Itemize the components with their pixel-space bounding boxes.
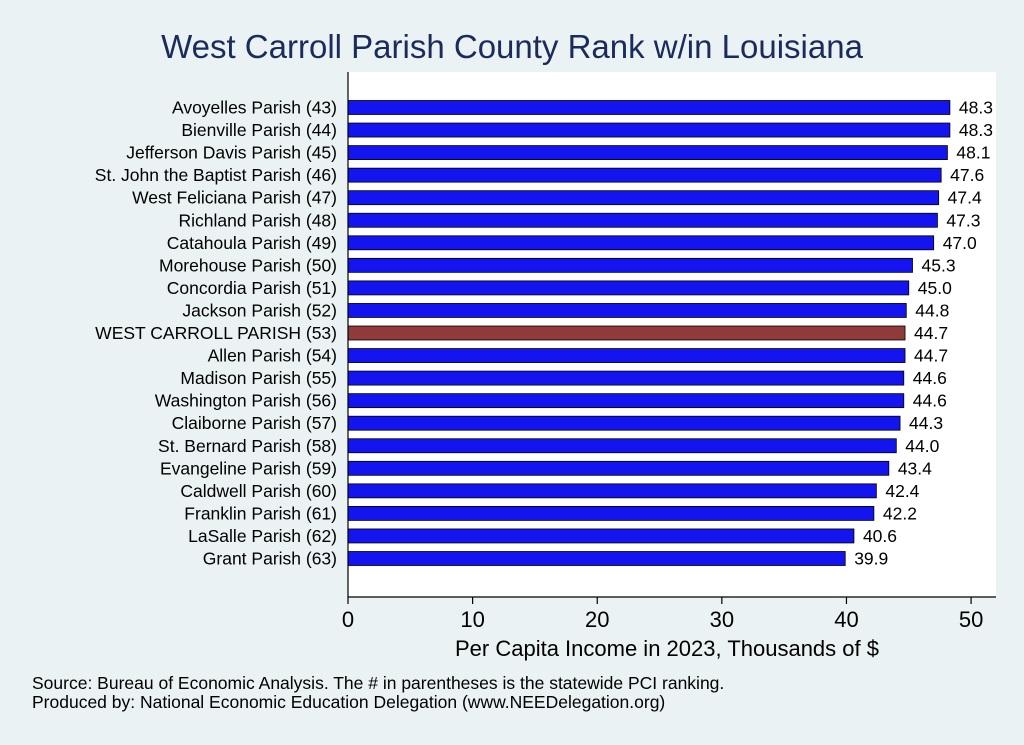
value-label: 42.2 [883, 503, 917, 523]
category-label: St. John the Baptist Parish (46) [95, 165, 337, 185]
value-label: 44.6 [913, 391, 947, 411]
bar [347, 190, 940, 206]
category-label: Allen Parish (54) [208, 346, 337, 366]
source-note: Source: Bureau of Economic Analysis. The… [32, 673, 725, 693]
category-label: St. Bernard Parish (58) [158, 436, 337, 456]
category-label: Jefferson Davis Parish (45) [126, 143, 337, 163]
value-label: 44.8 [915, 300, 949, 320]
bar [347, 303, 907, 318]
value-label: 44.7 [914, 346, 948, 366]
x-tick-label: 0 [342, 607, 354, 632]
x-tick-label: 20 [585, 607, 609, 632]
x-tick-label: 30 [710, 607, 734, 632]
bar [347, 438, 897, 454]
chart-title: West Carroll Parish County Rank w/in Lou… [161, 28, 863, 65]
bar [347, 235, 935, 251]
bar [347, 348, 906, 363]
value-label: 47.4 [948, 188, 982, 208]
bar [347, 528, 855, 544]
x-tick-label: 10 [460, 607, 484, 632]
value-label: 42.4 [885, 481, 919, 501]
category-label: Richland Parish (48) [178, 210, 337, 230]
x-tick-label: 50 [959, 607, 983, 632]
value-label: 45.3 [922, 255, 956, 275]
category-label: Caldwell Parish (60) [180, 481, 337, 501]
x-tick-label: 40 [834, 607, 858, 632]
bar [347, 212, 938, 228]
x-axis-label: Per Capita Income in 2023, Thousands of … [455, 636, 879, 661]
category-label: West Feliciana Parish (47) [132, 188, 337, 208]
category-label: Concordia Parish (51) [167, 278, 337, 298]
value-label: 39.9 [854, 549, 888, 569]
category-label: Jackson Parish (52) [182, 300, 337, 320]
value-label: 48.1 [956, 143, 990, 163]
bar [347, 257, 913, 273]
value-label: 44.7 [914, 323, 948, 343]
value-label: 45.0 [918, 278, 952, 298]
value-label: 48.3 [959, 120, 993, 140]
value-label: 43.4 [898, 458, 932, 478]
bar [347, 370, 905, 386]
highlighted-bar [347, 325, 906, 341]
value-label: 47.0 [943, 233, 977, 253]
bar [347, 145, 948, 161]
bar [347, 460, 890, 476]
value-label: 48.3 [959, 98, 993, 118]
bar [347, 122, 951, 138]
bar [347, 505, 875, 521]
category-label: Evangeline Parish (59) [160, 458, 337, 478]
value-label: 44.0 [905, 436, 939, 456]
bar [347, 483, 877, 499]
category-label: Grant Parish (63) [203, 549, 337, 569]
value-label: 44.3 [909, 413, 943, 433]
category-label: Washington Parish (56) [155, 391, 337, 411]
category-label: WEST CARROLL PARISH (53) [95, 323, 337, 343]
bar [347, 100, 951, 115]
category-label: Bienville Parish (44) [181, 120, 337, 140]
category-label: Morehouse Parish (50) [159, 255, 337, 275]
value-label: 47.6 [950, 165, 984, 185]
category-label: LaSalle Parish (62) [188, 526, 337, 546]
value-label: 47.3 [946, 210, 980, 230]
category-label: Claiborne Parish (57) [172, 413, 337, 433]
value-label: 44.6 [913, 368, 947, 388]
bar [347, 551, 846, 566]
category-label: Catahoula Parish (49) [167, 233, 337, 253]
bar [347, 280, 910, 296]
category-label: Franklin Parish (61) [184, 503, 337, 523]
producer-note: Produced by: National Economic Education… [32, 692, 666, 712]
category-label: Avoyelles Parish (43) [172, 98, 337, 118]
bar [347, 167, 942, 183]
bar [347, 415, 901, 431]
category-label: Madison Parish (55) [180, 368, 337, 388]
value-label: 40.6 [863, 526, 897, 546]
bar [347, 393, 905, 409]
